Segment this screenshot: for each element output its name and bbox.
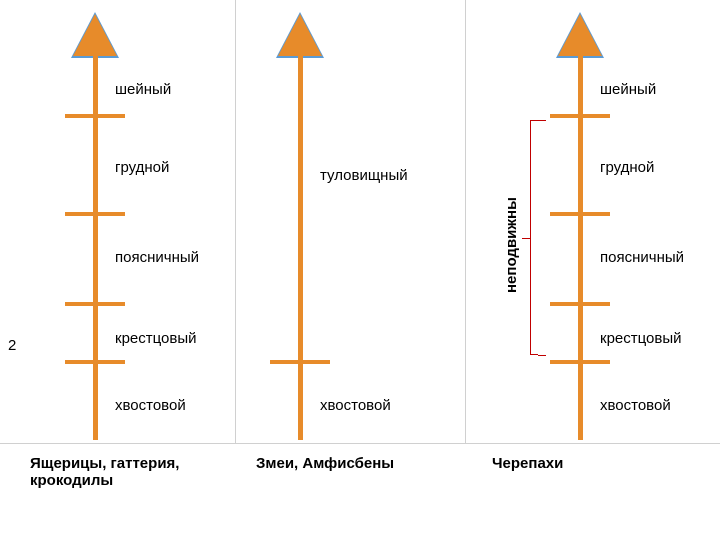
caption-col3: Черепахи: [492, 455, 692, 472]
section-label: грудной: [115, 159, 169, 176]
section-label: хвостовой: [320, 397, 391, 414]
section-label: крестцовый: [600, 330, 682, 347]
section-divider: [65, 360, 125, 364]
arrowhead-icon: [73, 14, 117, 56]
section-label: хвостовой: [600, 397, 671, 414]
section-divider: [550, 212, 610, 216]
arrowhead-icon: [558, 14, 602, 56]
spine-column-3: шейныйгруднойпоясничныйкрестцовыйхвостов…: [580, 0, 581, 440]
section-divider: [65, 302, 125, 306]
section-label: поясничный: [115, 249, 199, 266]
section-label: туловищный: [320, 167, 408, 184]
section-divider: [65, 114, 125, 118]
section-divider: [270, 360, 330, 364]
section-label: крестцовый: [115, 330, 197, 347]
section-divider: [65, 212, 125, 216]
grid-vline-1: [235, 0, 236, 443]
bracket-mid-tick: [522, 238, 530, 239]
section-divider: [550, 114, 610, 118]
spine-column-1: шейныйгруднойпоясничныйкрестцовыйхвостов…: [95, 0, 96, 440]
section-label: хвостовой: [115, 397, 186, 414]
page-number: 2: [8, 337, 16, 354]
spine-stem: [298, 54, 303, 440]
grid-hline: [0, 443, 720, 444]
section-label: шейный: [115, 81, 171, 98]
caption-col1: Ящерицы, гаттерия, крокодилы: [30, 455, 230, 489]
spine-stem: [93, 54, 98, 440]
bracket-bot-tick: [538, 355, 546, 356]
arrowhead-icon: [278, 14, 322, 56]
spine-stem: [578, 54, 583, 440]
section-label: поясничный: [600, 249, 684, 266]
section-divider: [550, 302, 610, 306]
immobile-bracket: [530, 120, 538, 355]
section-label: шейный: [600, 81, 656, 98]
section-label: грудной: [600, 159, 654, 176]
grid-vline-2: [465, 0, 466, 443]
spine-column-2: туловищныйхвостовой: [300, 0, 301, 440]
immobile-label: неподвижны: [503, 178, 520, 293]
bracket-top-tick: [538, 120, 546, 121]
caption-col2: Змеи, Амфисбены: [256, 455, 456, 472]
section-divider: [550, 360, 610, 364]
